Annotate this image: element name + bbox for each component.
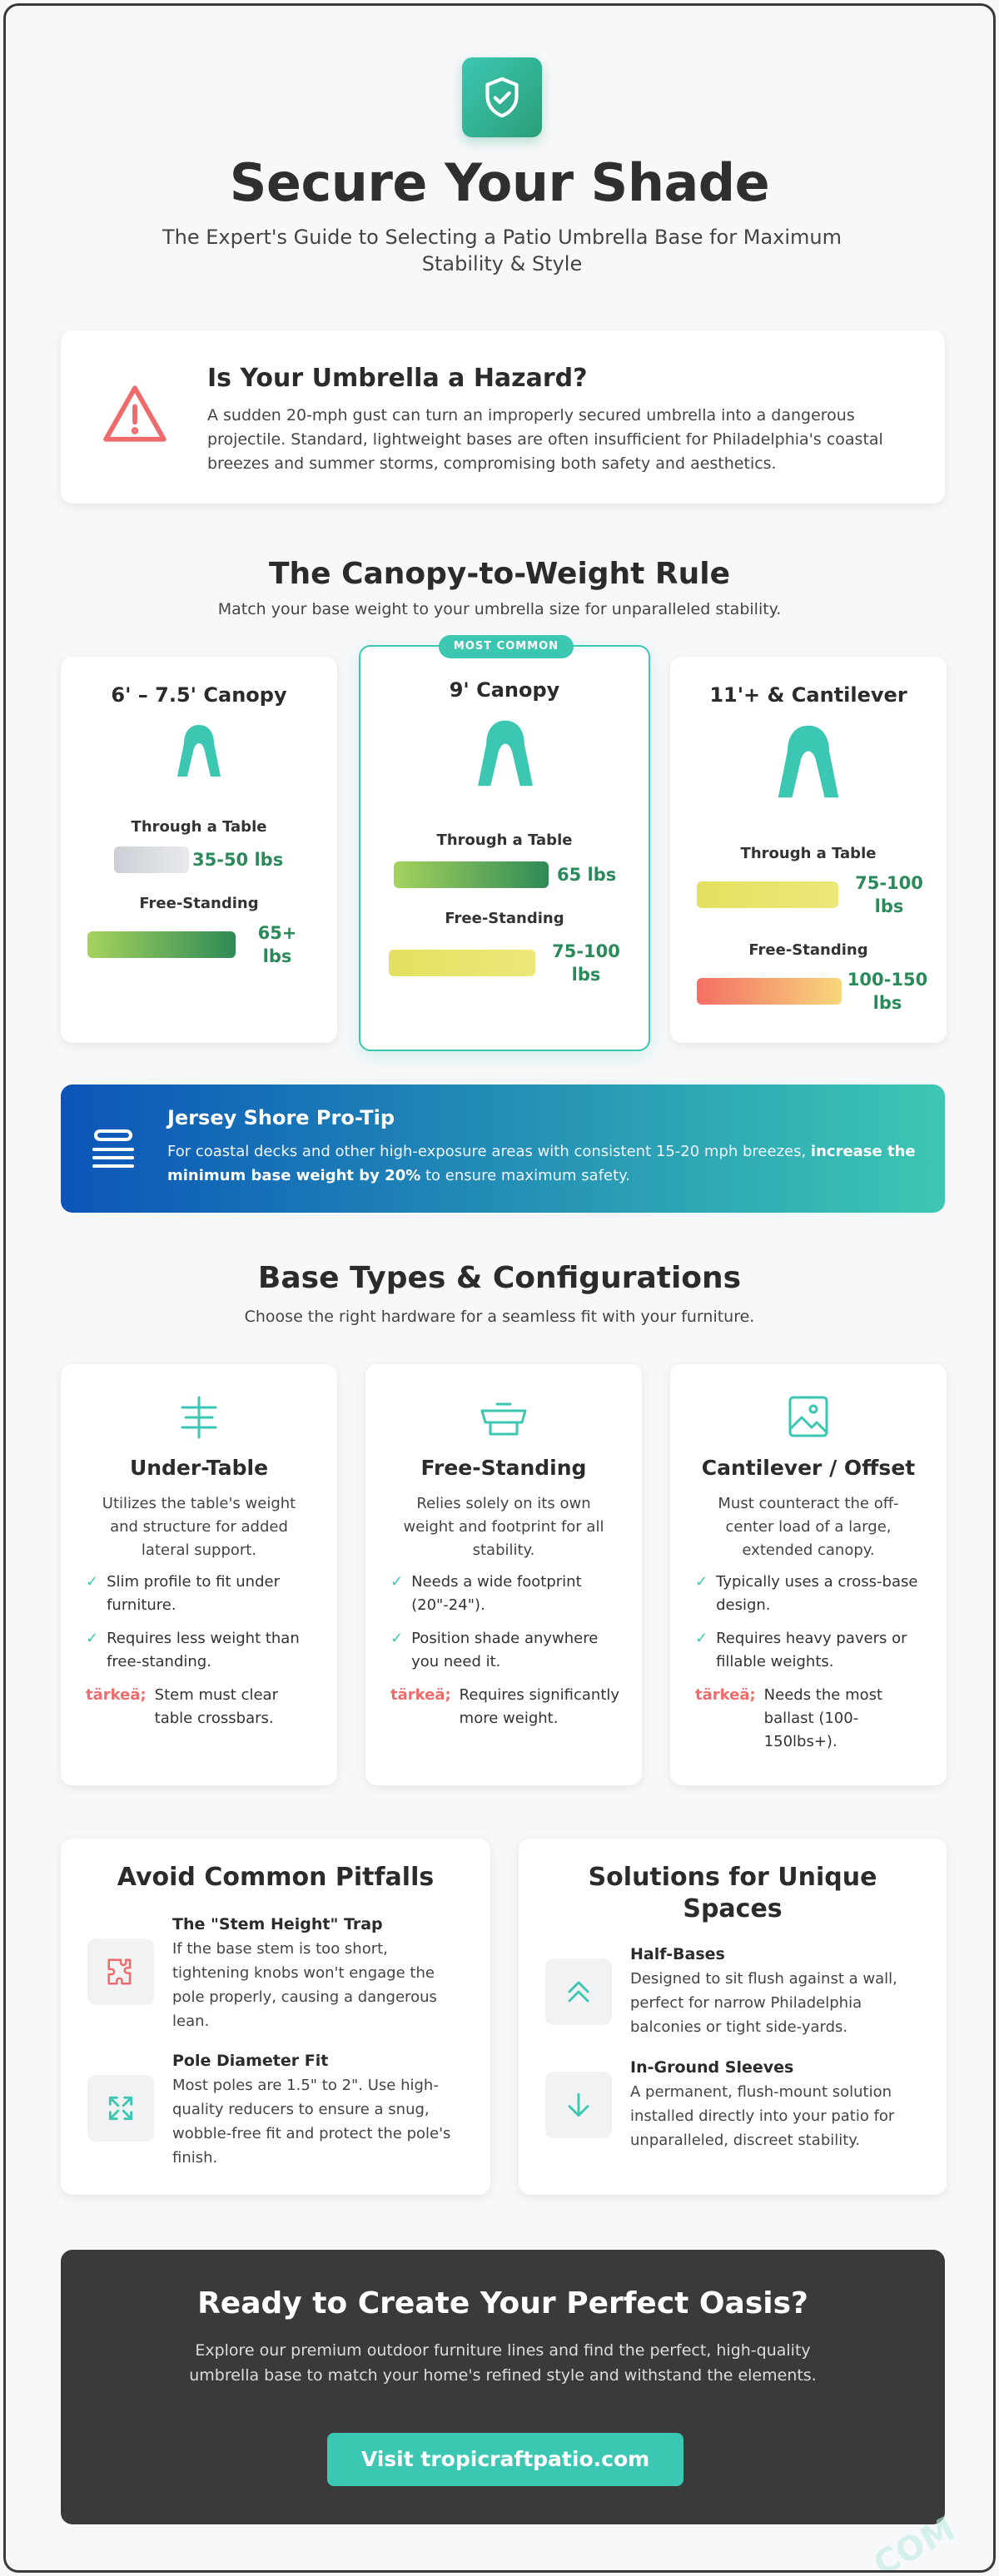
solution-text: Designed to sit flush against a wall, pe… [630,1970,897,2036]
free-standing-label: Free-Standing [748,941,868,959]
pro-item: ✓ Position shade anywhere you need it. [390,1627,624,1674]
pro-item: ✓ Typically uses a cross-base design. [695,1571,928,1617]
stack-icon [91,1128,136,1173]
pro-tip-banner: Jersey Shore Pro-Tip For coastal decks a… [61,1085,945,1213]
check-icon: ✓ [695,1630,708,1647]
base-card-cantilever: Cantilever / Offset Must counteract the … [670,1364,947,1785]
con-mark: tärkeä; [695,1686,756,1704]
pitfall-title: The "Stem Height" Trap [172,1915,383,1933]
double-chevron-up-icon [545,1958,612,2025]
solutions-title: Solutions for Unique Spaces [588,1863,877,1923]
page-subtitle: The Expert's Guide to Selecting a Patio … [162,226,842,275]
base-card-title: Under-Table [129,1456,269,1480]
cta-text: Explore our premium outdoor furniture li… [189,2341,817,2385]
umbrella-icon [174,723,224,782]
puzzle-icon [87,1938,154,2005]
image-icon [783,1394,833,1444]
expand-arrows-icon [87,2075,154,2142]
con-item: tärkeä; Requires significantly more weigh… [390,1684,624,1730]
page-title: Secure Your Shade [229,152,770,213]
visit-website-button[interactable]: Visit tropicraftpatio.com [327,2433,683,2486]
canopy-card-large: 11'+ & Cantilever Through a Table 75-100… [670,657,947,1043]
con-item: tärkeä; Needs the most ballast (100-150lb… [695,1684,928,1754]
table-weight-bar [394,861,549,888]
table-weight-bar [114,846,189,873]
shield-check-icon [462,57,542,137]
check-icon: ✓ [86,1573,99,1591]
base-card-title: Free-Standing [420,1456,587,1480]
pro-item: ✓ Requires heavy pavers or fillable weigh… [695,1627,928,1674]
free-weight-bar [389,950,535,976]
pro-item: ✓ Slim profile to fit under furniture. [86,1571,319,1617]
free-standing-icon [479,1394,529,1444]
check-icon: ✓ [86,1630,99,1647]
warning-triangle-icon [101,382,169,449]
base-card-desc: Relies solely on its own weight and foot… [403,1495,604,1559]
pitfalls-title: Avoid Common Pitfalls [117,1863,435,1892]
con-item: tärkeä; Stem must clear table crossbars. [86,1684,319,1730]
base-types-title: Base Types & Configurations [257,1261,742,1295]
weight-rule-subtitle: Match your base weight to your umbrella … [217,600,782,618]
free-weight-bar [87,931,236,958]
check-icon: ✓ [390,1573,404,1591]
base-card-free-standing: Free-Standing Relies solely on its own w… [365,1364,642,1785]
solutions-card: Solutions for Unique Spaces Half-Bases D… [519,1839,947,2195]
pro-tip-title: Jersey Shore Pro-Tip [167,1106,395,1129]
canopy-card-title: 9' Canopy [449,678,560,702]
base-card-desc: Utilizes the table's weight and structur… [102,1495,296,1559]
free-standing-label: Free-Standing [445,910,564,927]
hazard-text: A sudden 20-mph gust can turn an imprope… [207,406,883,473]
weight-rule-title: The Canopy-to-Weight Rule [268,557,731,591]
free-weight-value: 65+ lbs [257,923,297,966]
table-weight-value: 75-100 lbs [855,873,923,916]
check-icon: ✓ [695,1573,708,1591]
base-types-subtitle: Choose the right hardware for a seamless… [244,1308,755,1326]
pro-item: ✓ Requires less weight than free-standing… [86,1627,319,1674]
cta-section: Ready to Create Your Perfect Oasis? Expl… [61,2250,945,2524]
umbrella-icon [773,723,843,803]
free-weight-value: 75-100 lbs [552,941,620,985]
under-table-icon [174,1394,224,1444]
base-card-under-table: Under-Table Utilizes the table's weight … [61,1364,337,1785]
table-weight-value: 65 lbs [557,865,617,885]
pitfall-title: Pole Diameter Fit [172,2052,329,2070]
table-weight-value: 35-50 lbs [192,850,284,870]
solution-title: Half-Bases [630,1945,725,1963]
free-weight-value: 100-150 lbs [847,970,928,1013]
through-table-label: Through a Table [740,845,877,862]
pro-tip-text: For coastal decks and other high-exposur… [167,1143,916,1184]
canopy-card-small: 6' – 7.5' Canopy Through a Table 35-50 l… [61,657,337,1043]
canopy-card-title: 11'+ & Cantilever [709,683,907,707]
canopy-card-title: 6' – 7.5' Canopy [111,683,287,707]
through-table-label: Through a Table [131,818,267,836]
con-mark: tärkeä; [390,1686,451,1704]
free-standing-label: Free-Standing [139,895,259,912]
table-weight-bar [697,881,838,908]
solution-title: In-Ground Sleeves [630,2058,794,2077]
base-card-title: Cantilever / Offset [701,1456,916,1480]
hazard-card: Is Your Umbrella a Hazard? A sudden 20-m… [61,330,945,504]
check-icon: ✓ [390,1630,404,1647]
most-common-badge: MOST COMMON [439,635,574,658]
free-weight-bar [697,978,842,1005]
pitfall-text: If the base stem is too short, tightenin… [172,1940,437,2030]
arrow-down-icon [545,2072,612,2138]
base-card-desc: Must counteract the off-center load of a… [718,1495,899,1559]
through-table-label: Through a Table [436,831,573,849]
solution-text: A permanent, flush-mount solution instal… [630,2083,895,2149]
canopy-card-medium: MOST COMMON 9' Canopy Through a Table 65… [359,635,650,1051]
pitfall-text: Most poles are 1.5" to 2". Use high-qual… [172,2077,451,2167]
page-frame: Secure Your Shade The Expert's Guide to … [3,3,996,2573]
pro-item: ✓ Needs a wide footprint (20"-24"). [390,1571,624,1617]
umbrella-icon [474,718,537,792]
pitfalls-card: Avoid Common Pitfalls The "Stem Height" … [61,1839,490,2195]
cta-title: Ready to Create Your Perfect Oasis? [197,2286,808,2320]
con-mark: tärkeä; [86,1686,147,1704]
hazard-title: Is Your Umbrella a Hazard? [207,364,588,393]
